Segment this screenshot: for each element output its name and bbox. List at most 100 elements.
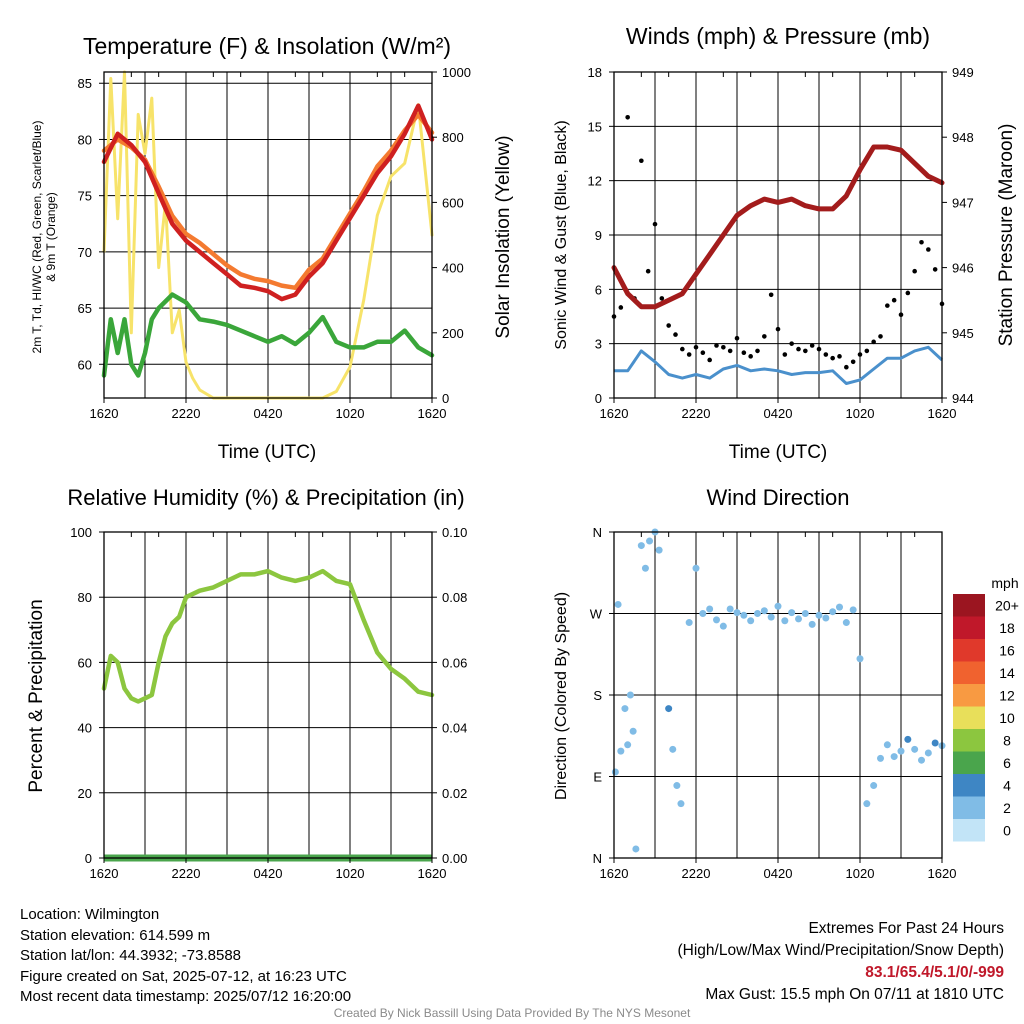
colorbar-swatch — [953, 684, 985, 707]
y-tick-label: 100 — [70, 525, 92, 540]
direction-point — [767, 613, 775, 621]
colorbar-swatch — [953, 616, 985, 639]
extremes-info: Extremes For Past 24 Hours (High/Low/Max… — [678, 918, 1005, 1006]
y-right-tick-label: 0.06 — [442, 655, 467, 670]
colorbar-label: 6 — [1003, 755, 1011, 771]
x-tick-label: 0420 — [254, 406, 283, 421]
direction-point — [617, 747, 625, 755]
y-right-tick-label: 0.02 — [442, 786, 467, 801]
direction-point — [699, 610, 707, 617]
gust-point — [844, 364, 849, 370]
gust-point — [659, 296, 665, 301]
direction-point — [883, 741, 891, 749]
y-right-tick-label: 0.04 — [442, 721, 467, 736]
colorbar-label: 8 — [1003, 732, 1011, 748]
direction-point — [706, 605, 714, 613]
temperature-title: Temperature (F) & Insolation (W/m²) — [83, 33, 451, 59]
direction-point — [677, 800, 685, 808]
gust-point — [857, 352, 863, 357]
direction-point — [795, 615, 802, 623]
station-info: Location: Wilmington Station elevation: … — [20, 905, 351, 1008]
y-tick-label: 20 — [78, 786, 92, 801]
gust-point — [830, 355, 835, 361]
y-tick-label: N — [593, 851, 602, 866]
direction-point — [836, 603, 843, 611]
gust-point — [850, 359, 856, 365]
y-right-tick-label: 200 — [442, 326, 464, 341]
y-right-tick-label: 0 — [442, 391, 449, 406]
x-tick-label: 1620 — [418, 406, 447, 421]
gust-point — [864, 348, 870, 354]
y-tick-label: 70 — [78, 245, 92, 260]
gust-point — [898, 312, 904, 317]
y-right-tick-label: 1000 — [442, 65, 471, 80]
direction-point — [897, 747, 905, 755]
y-right-tick-label: 949 — [952, 65, 974, 80]
gust-point — [891, 297, 897, 303]
winds-ylabel: Sonic Wind & Gust (Blue, Black) — [553, 120, 570, 349]
x-tick-label: 1620 — [90, 866, 119, 881]
y-right-tick-label: 948 — [952, 130, 974, 145]
gust-point — [741, 350, 747, 356]
winds-title: Winds (mph) & Pressure (mb) — [626, 23, 930, 49]
x-tick-label: 1620 — [90, 406, 119, 421]
direction-point — [877, 754, 884, 762]
direction-point — [842, 619, 850, 627]
y-right-tick-label: 800 — [442, 130, 464, 145]
direction-point — [733, 609, 741, 617]
gust-point — [796, 346, 801, 352]
direction-point — [890, 753, 898, 761]
y-right-tick-label: 947 — [952, 195, 974, 210]
extremes-legend: (High/Low/Max Wind/Precipitation/Snow De… — [677, 942, 1005, 959]
direction-point — [692, 564, 700, 572]
direction-point — [611, 768, 619, 776]
gust-point — [762, 334, 767, 339]
gust-point — [823, 352, 829, 357]
colorbar-label: 20+ — [995, 597, 1019, 613]
humidity-ylabel: Percent & Precipitation — [26, 599, 47, 792]
direction-point — [863, 800, 871, 808]
colorbar-label: 2 — [1003, 800, 1011, 816]
y-tick-label: 65 — [78, 301, 92, 316]
gust-point — [693, 344, 699, 350]
temperature-ylabel-line2: & 9m T (Orange) — [44, 192, 58, 282]
direction-point — [669, 745, 677, 753]
y-tick-label: N — [593, 525, 602, 540]
direction-point — [747, 617, 755, 625]
direction-point — [726, 605, 734, 613]
gust-point — [837, 354, 842, 359]
y-right-tick-label: 0.10 — [442, 525, 467, 540]
gust-point — [932, 267, 938, 272]
gust-point — [803, 348, 808, 354]
series-line — [101, 112, 435, 291]
y-tick-label: E — [593, 770, 602, 785]
gust-point — [775, 326, 781, 332]
direction-panel: Wind Direction 1620 2220 0420 1020 1620NESWN… — [553, 485, 1019, 881]
series-line — [611, 144, 945, 310]
gust-point — [789, 341, 794, 346]
winds-xlabel: Time (UTC) — [729, 442, 828, 463]
y-right-tick-label: 946 — [952, 261, 974, 276]
direction-point — [673, 782, 681, 790]
colorbar-swatch — [953, 661, 985, 684]
gust-point — [755, 348, 760, 354]
extremes-values: 83.1/65.4/5.1/0/-999 — [865, 964, 1004, 981]
colorbar-swatch — [953, 819, 985, 842]
direction-point — [781, 617, 789, 625]
x-tick-label: 1020 — [336, 406, 365, 421]
gust-point — [645, 268, 651, 274]
colorbar-label: 10 — [999, 710, 1015, 726]
x-tick-label: 2220 — [172, 866, 201, 881]
colorbar-swatch — [953, 639, 985, 662]
direction-point — [641, 564, 649, 572]
x-tick-label: 1620 — [600, 866, 629, 881]
x-tick-label: 1620 — [928, 866, 957, 881]
x-tick-label: 2220 — [682, 406, 711, 421]
x-tick-label: 1620 — [418, 866, 447, 881]
gust-point — [885, 303, 890, 308]
gust-point — [625, 114, 630, 120]
direction-point — [801, 610, 809, 617]
direction-point — [904, 735, 912, 743]
temperature-ylabel-line1: 2m T, Td, HI/WC (Red, Green, Scarlet/Blu… — [30, 121, 44, 354]
y-tick-label: 18 — [588, 65, 602, 80]
